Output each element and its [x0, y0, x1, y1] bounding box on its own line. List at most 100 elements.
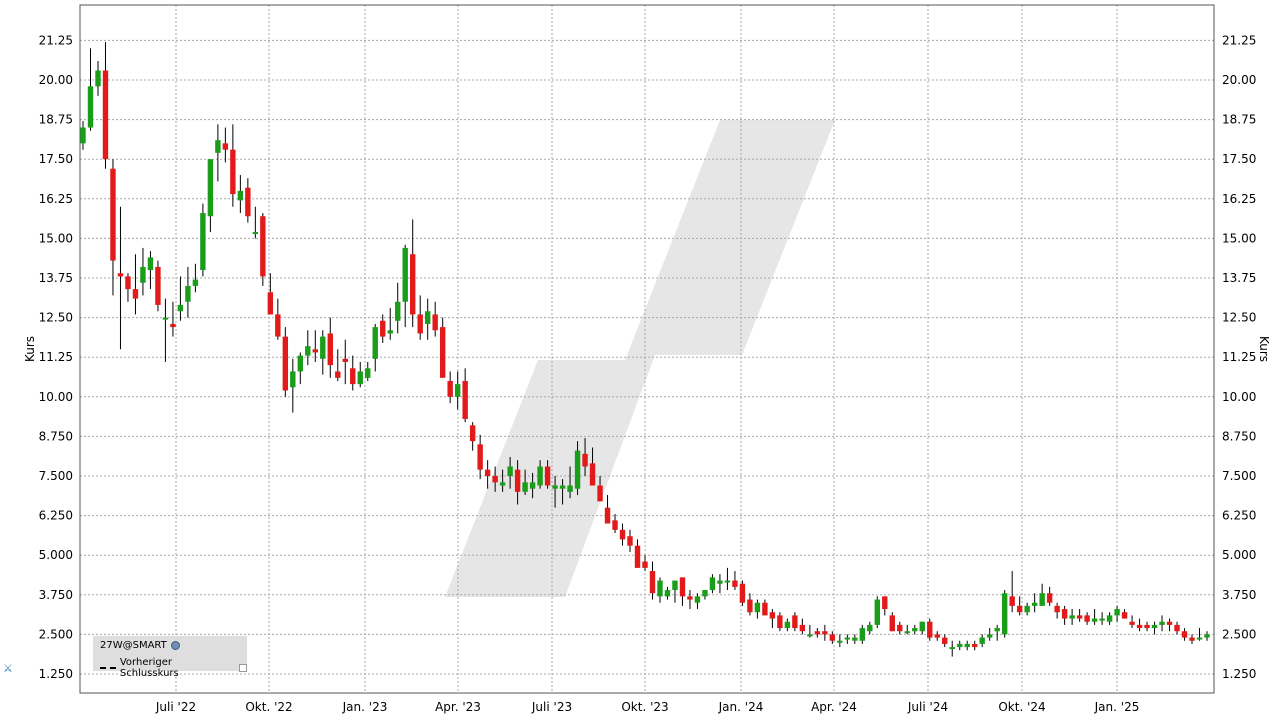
candle-body-down	[634, 545, 641, 568]
candle	[1039, 583, 1045, 606]
candle	[589, 447, 596, 486]
candle-body-up	[387, 330, 393, 334]
candle-body-up	[1001, 593, 1008, 635]
candle-body-down	[604, 507, 611, 524]
candle-body-up	[1204, 634, 1210, 638]
candle	[649, 561, 656, 600]
candle-body-down	[589, 463, 596, 486]
y-axis-title-left: Kurs	[23, 336, 37, 362]
y-tick-label: 11.25	[1222, 350, 1256, 364]
candle	[1024, 602, 1030, 616]
candle-body-down	[799, 624, 806, 632]
candle	[529, 472, 536, 499]
candle	[1046, 586, 1053, 606]
candle-body-up	[424, 311, 431, 324]
candle-body-down	[335, 371, 341, 378]
candle-body-down	[829, 634, 836, 641]
prev-close-checkbox[interactable]	[239, 664, 247, 672]
candle-body-up	[874, 599, 880, 625]
candle-body-up	[290, 371, 296, 388]
candle	[147, 251, 154, 290]
candle	[162, 298, 169, 362]
candle	[350, 355, 356, 391]
y-tick-label: 5.000	[39, 548, 73, 562]
candle	[784, 618, 791, 632]
candle-body-down	[469, 425, 476, 442]
candle	[567, 466, 573, 499]
y-axis-left: 1.250 2.500 3.750 5.000 6.250 7.500 8.750 10.00…	[39, 33, 73, 681]
candle	[1031, 593, 1038, 613]
candle	[155, 260, 161, 312]
candle-body-down	[267, 292, 274, 315]
candle	[469, 422, 476, 451]
candle	[387, 308, 393, 340]
candle-body-up	[1091, 618, 1098, 622]
candle-body-up	[454, 384, 461, 397]
y-tick-label: 15.00	[39, 231, 73, 245]
settings-icon[interactable]: ⚔	[3, 662, 13, 675]
globe-icon[interactable]	[170, 641, 180, 650]
candle	[1001, 590, 1008, 638]
candle-body-down	[792, 615, 798, 629]
y-tick-label: 1.250	[1222, 667, 1256, 681]
candle	[395, 282, 401, 334]
candle	[245, 178, 251, 223]
candle-body-down	[1181, 631, 1188, 638]
candle-body-down	[117, 273, 124, 277]
candle	[627, 529, 633, 553]
y-tick-label: 6.250	[39, 509, 73, 523]
candle	[1121, 609, 1128, 619]
candle-body-down	[927, 621, 933, 638]
candle	[110, 159, 116, 296]
candle-body-down	[1084, 615, 1090, 622]
candle-body-up	[297, 355, 304, 372]
x-tick-label: Okt. '24	[998, 700, 1045, 714]
candle	[1204, 631, 1210, 641]
candle	[754, 599, 761, 619]
candle	[829, 631, 836, 644]
candle	[230, 124, 236, 207]
candle	[177, 276, 184, 321]
candle	[477, 434, 483, 480]
y-tick-label: 3.750	[1222, 588, 1256, 602]
candle-body-up	[567, 485, 573, 492]
candle-body-up	[537, 466, 543, 486]
candle	[687, 590, 693, 610]
candle	[327, 317, 333, 378]
candle-body-down	[627, 536, 633, 546]
candle-body-up	[994, 628, 1000, 632]
candle	[717, 574, 723, 594]
candle-body-up	[672, 580, 678, 591]
candle-body-up	[529, 482, 536, 489]
candle	[1054, 602, 1060, 619]
candle	[1016, 596, 1023, 616]
candle	[252, 206, 259, 239]
y-tick-label: 20.00	[1222, 73, 1256, 87]
candle-body-down	[612, 520, 618, 530]
candle-body-down	[327, 333, 333, 366]
candle-body-up	[1024, 605, 1030, 613]
candle	[185, 266, 191, 318]
x-tick-label: Okt. '23	[621, 700, 668, 714]
candle-body-down	[275, 314, 281, 337]
candle	[380, 314, 386, 343]
candle-body-down	[934, 634, 940, 638]
candle	[724, 567, 731, 591]
candle-body-up	[912, 628, 918, 632]
y-tick-label: 12.50	[1222, 311, 1256, 325]
candle-body-down	[380, 320, 386, 337]
candle-body-down	[972, 643, 978, 648]
candle-body-up	[207, 159, 214, 217]
candle-body-up	[365, 368, 371, 378]
candle-body-down	[1189, 637, 1195, 641]
candle-body-down	[769, 612, 776, 619]
candle	[634, 539, 641, 568]
candle	[215, 124, 221, 182]
candle	[747, 593, 753, 616]
candle-body-down	[312, 349, 318, 353]
candle-body-down	[245, 187, 251, 217]
candle-body-up	[904, 631, 910, 634]
candle	[1129, 615, 1135, 629]
candle	[260, 213, 266, 286]
